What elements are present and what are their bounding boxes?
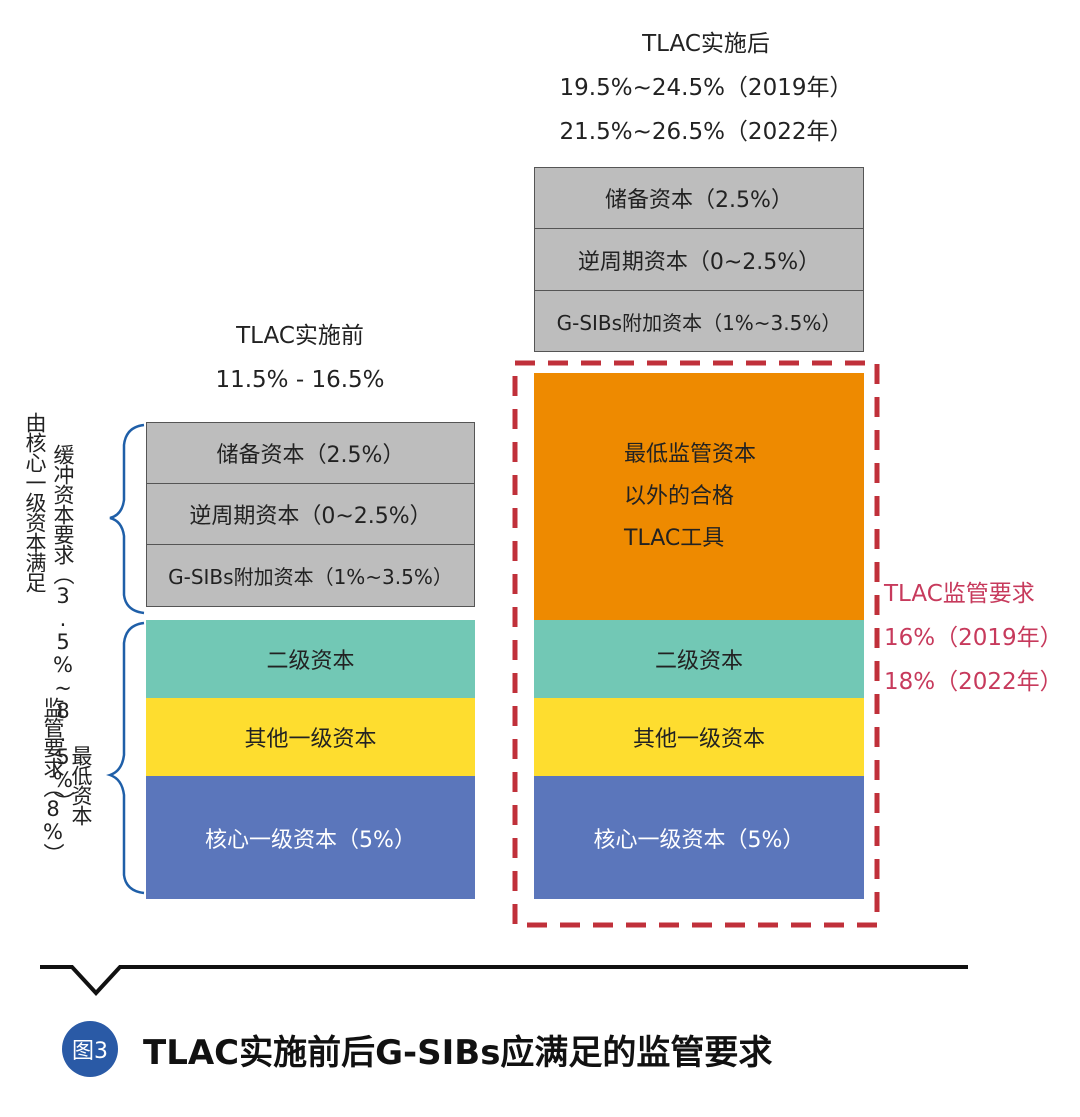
right-cet1-block: 核心一级资本（5%） [534,776,864,899]
left-header-range: 11.5% - 16.5% [215,367,385,393]
buffer-brace-inner-label: 缓冲资本要求（3.5%~8.5%） [51,444,75,811]
right-additional-tier1-block: 其他一级资本 [534,698,864,776]
left-reserve-capital-block: 储备资本（2.5%） [146,422,475,484]
buffer-brace-outer-label: 由核心一级资本满足 [23,412,47,592]
right-eligible-tlac-block: 最低监管资本 以外的合格 TLAC工具 [534,373,864,620]
tlac-note-2019: 16%（2019年） [884,625,1063,651]
right-header-range-2019: 19.5%~24.5%（2019年） [559,75,853,101]
tlac-block-line-1: 最低监管资本 [624,441,757,467]
tlac-block-line-3: TLAC工具 [624,525,725,551]
right-countercyclical-capital-block: 逆周期资本（0~2.5%） [534,228,864,291]
left-countercyclical-capital-block: 逆周期资本（0~2.5%） [146,483,475,545]
figure-number-badge: 图3 [62,1021,118,1077]
right-header-range-2022: 21.5%~26.5%（2022年） [559,119,853,145]
figure-caption: TLAC实施前后G-SIBs应满足的监管要求 [143,1033,773,1073]
left-braces [106,423,145,895]
tlac-note-2022: 18%（2022年） [884,669,1063,695]
buffer-brace [109,423,145,615]
right-gsib-surcharge-block: G-SIBs附加资本（1%~3.5%） [534,290,864,352]
minimum-brace [106,621,145,895]
left-additional-tier1-block: 其他一级资本 [146,698,475,776]
minimum-brace-inner-label: 最低资本 [69,745,93,825]
left-header: TLAC实施前 11.5% - 16.5% [150,314,450,402]
right-tier2-capital-block: 二级资本 [534,620,864,698]
tlac-block-line-2: 以外的合格 [624,483,735,509]
left-cet1-block: 核心一级资本（5%） [146,776,475,899]
right-header-title: TLAC实施后 [642,31,770,57]
left-gsib-surcharge-block: G-SIBs附加资本（1%~3.5%） [146,544,475,607]
caption-divider [40,965,968,996]
tlac-requirement-dashed-frame [512,360,880,928]
tlac-requirement-note: TLAC监管要求 16%（2019年） 18%（2022年） [884,572,1063,704]
right-reserve-capital-block: 储备资本（2.5%） [534,167,864,229]
left-header-title: TLAC实施前 [236,323,364,349]
right-header: TLAC实施后 19.5%~24.5%（2019年） 21.5%~26.5%（2… [520,22,892,154]
tlac-note-title: TLAC监管要求 [884,581,1035,607]
left-tier2-capital-block: 二级资本 [146,620,475,698]
minimum-brace-outer-label: 监管要求（8%） [41,697,65,863]
